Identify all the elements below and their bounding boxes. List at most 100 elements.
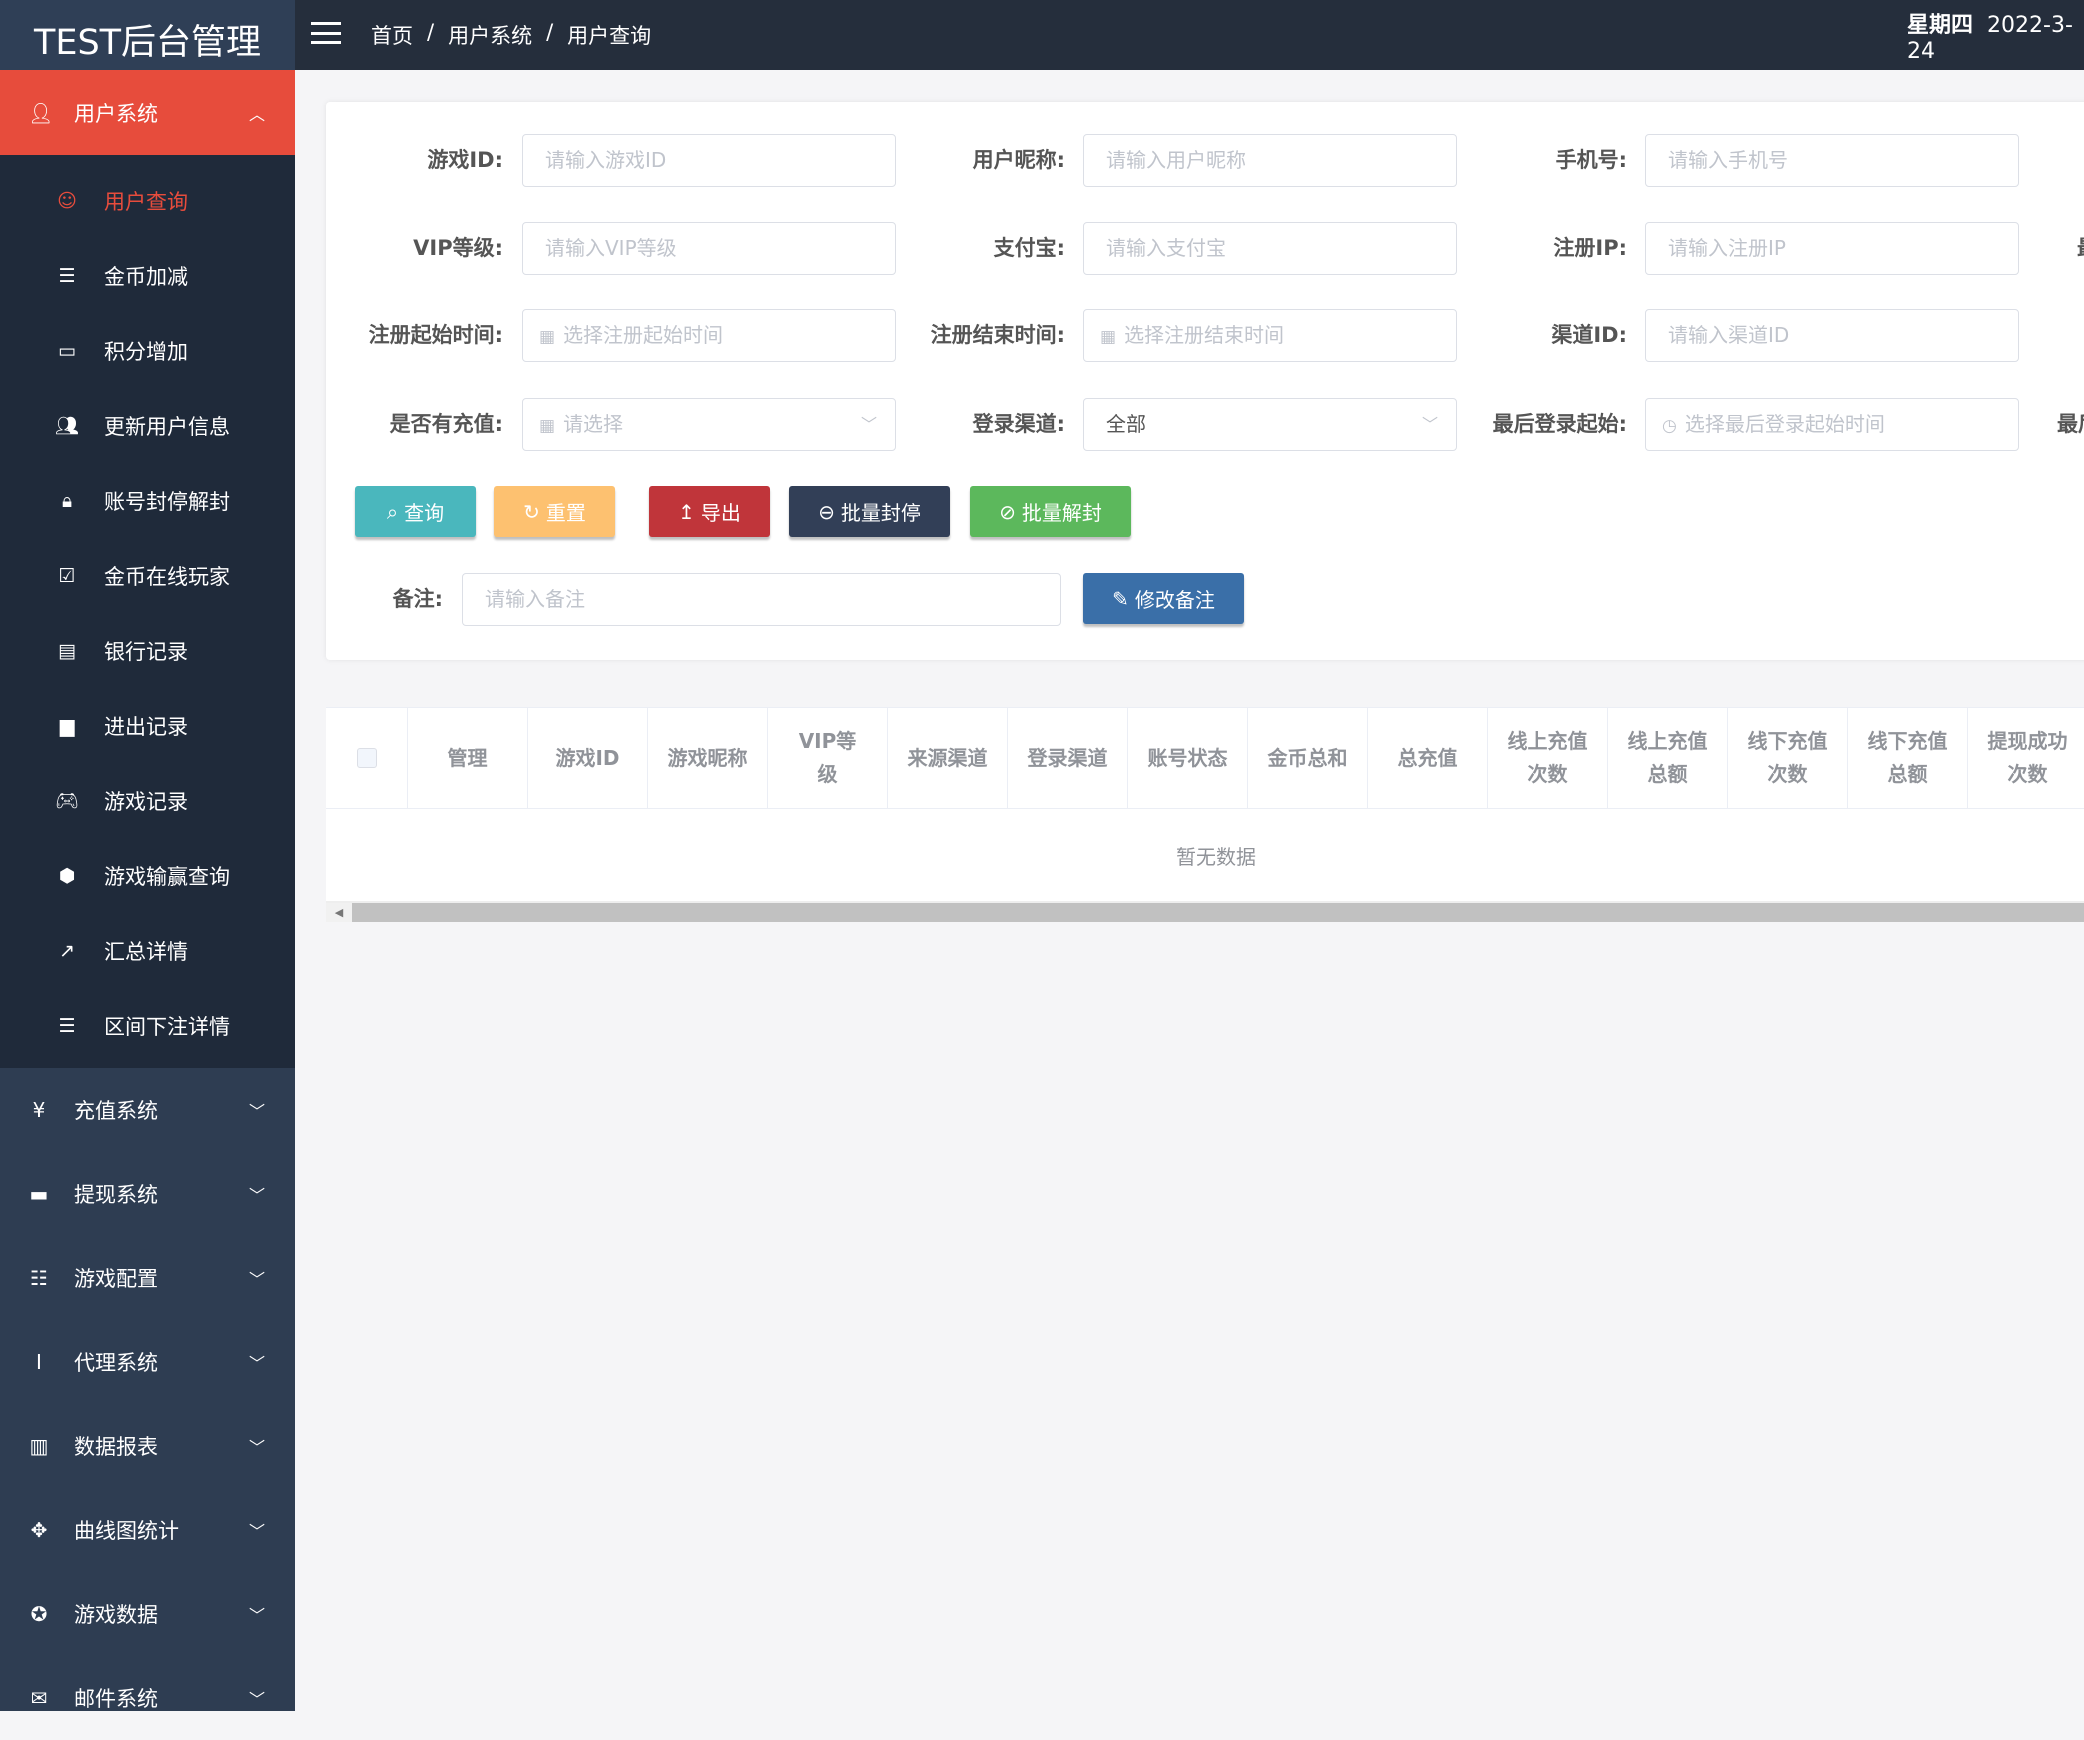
sidebar-item-8[interactable]: 🎮︎ 游戏记录 <box>0 763 295 838</box>
smiley-user-icon: ☺ <box>57 189 77 212</box>
book-icon: ▥ <box>29 1434 49 1458</box>
export-button[interactable]: ↥ 导出 <box>649 486 770 537</box>
sidebar-group-label: 数据报表 <box>74 1435 158 1459</box>
breadcrumb-home[interactable]: 首页 <box>371 24 413 48</box>
sidebar-group-label: 游戏配置 <box>74 1267 158 1291</box>
sidebar-item-label: 进出记录 <box>104 714 188 739</box>
field-input-1[interactable]: 请输入用户昵称 <box>1083 134 1457 187</box>
field-text: 请输入注册IP <box>1668 236 1786 260</box>
remark-label: 备注: <box>392 587 443 611</box>
upload-icon: ↥ <box>678 499 695 524</box>
sidebar-item-6[interactable]: ▤ 银行记录 <box>0 613 295 688</box>
horizontal-scrollbar[interactable]: ◀ <box>326 901 2084 922</box>
sidebar-group-2[interactable]: ☷ 游戏配置 ﹀ <box>0 1236 295 1320</box>
scroll-left-icon[interactable]: ◀ <box>326 903 352 922</box>
sidebar-item-label: 更新用户信息 <box>104 414 230 439</box>
field-text: 请输入用户昵称 <box>1106 148 1246 172</box>
field-text: 全部 <box>1106 412 1146 436</box>
sidebar-item-label: 游戏输赢查询 <box>104 864 230 889</box>
chevron-down-icon: ﹀ <box>248 1522 265 1541</box>
field-label: 手机号: <box>1555 148 1627 172</box>
sidebar-group-6[interactable]: ✪ 游戏数据 ﹀ <box>0 1572 295 1656</box>
sidebar-group-4[interactable]: ▥ 数据报表 ﹀ <box>0 1404 295 1488</box>
sidebar-group-5[interactable]: ✥ 曲线图统计 ﹀ <box>0 1488 295 1572</box>
sidebar-group-user-system[interactable]: 👤︎ 用户系统 ︿ <box>0 70 295 155</box>
field-input-3[interactable]: 请输入VIP等级 <box>522 222 896 275</box>
empty-text: 暂无数据 <box>1176 844 1256 869</box>
edit-remark-button[interactable]: ✎ 修改备注 <box>1083 573 1244 624</box>
sidebar-item-label: 汇总详情 <box>104 939 188 964</box>
field-label: 最后登录起始: <box>1492 412 1627 436</box>
calendar-icon: ▦ <box>539 327 556 347</box>
sidebar-item-7[interactable]: ▆ 进出记录 <box>0 688 295 763</box>
pencil-icon: ✎ <box>1112 586 1129 611</box>
app-logo: TEST后台管理 <box>0 0 295 70</box>
remark-input[interactable]: 请输入备注 <box>462 573 1061 626</box>
sidebar-item-label: 积分增加 <box>104 339 188 364</box>
sidebar-group-label: 充值系统 <box>74 1099 158 1123</box>
query-button[interactable]: ⌕ 查询 <box>355 486 476 537</box>
field-label: VIP等级: <box>413 236 503 260</box>
field-input-10[interactable]: 全部 ﹀ <box>1083 398 1457 451</box>
sidebar-group-7[interactable]: ✉ 邮件系统 ﹀ <box>0 1656 295 1740</box>
field-input-7[interactable]: ▦ 选择注册结束时间 <box>1083 309 1457 362</box>
sidebar-item-11[interactable]: ☰ 区间下注详情 <box>0 988 295 1063</box>
file-icon: ▆ <box>59 714 75 737</box>
reset-label: 重置 <box>545 501 586 525</box>
sidebar-group-0[interactable]: ¥ 充值系统 ﹀ <box>0 1068 295 1152</box>
table-header: 管理 游戏ID 游戏昵称 VIP等级来源渠道 登录渠道 账号状态 金币总和 总充值 线上充值 次数… <box>326 708 2084 809</box>
sidebar-item-1[interactable]: ☰ 金币加减 <box>0 238 295 313</box>
select-all-checkbox[interactable] <box>356 748 377 768</box>
date-display: 星期四 2022-3-24 <box>1907 7 2084 64</box>
envelope-icon: ✉ <box>30 1686 48 1710</box>
sidebar-item-2[interactable]: ▭ 积分增加 <box>0 313 295 388</box>
sidebar-item-5[interactable]: ☑ 金币在线玩家 <box>0 538 295 613</box>
field-input-0[interactable]: 请输入游戏ID <box>522 134 896 187</box>
column-header: 账号状态 <box>1128 708 1248 808</box>
breadcrumb-user-system[interactable]: 用户系统 <box>448 24 533 48</box>
column-header: VIP等级 <box>768 708 888 808</box>
field-input-4[interactable]: 请输入支付宝 <box>1083 222 1457 275</box>
field-text: 请输入手机号 <box>1668 148 1788 172</box>
field-label: 登录渠道: <box>972 412 1065 436</box>
sidebar-group-1[interactable]: ▬ 提现系统 ﹀ <box>0 1152 295 1236</box>
batch-ban-button[interactable]: ⊖ 批量封停 <box>789 486 950 537</box>
external-link-icon: ↗ <box>59 939 75 962</box>
field-input-6[interactable]: ▦ 选择注册起始时间 <box>522 309 896 362</box>
batch-unban-button[interactable]: ⊘ 批量解封 <box>970 486 1131 537</box>
breadcrumb-separator: / <box>546 20 554 44</box>
edit-remark-label: 修改备注 <box>1134 588 1215 612</box>
column-header: 线下充值 次数 <box>1728 708 1848 808</box>
field-input-9[interactable]: ▦ 请选择 ﹀ <box>522 398 896 451</box>
field-label: 注册结束时间: <box>930 323 1065 347</box>
sidebar-group-label: 游戏数据 <box>74 1603 158 1627</box>
search-form-card: ⌕ 查询 ↻ 重置 ↥ 导出 ⊖ 批量封停 ⊘ 批量解封 备注: 请输入备注 ✎ 修改备注 … <box>326 102 2084 660</box>
info-box-icon: Ⅰ <box>36 1350 42 1374</box>
check-square-icon: ☑ <box>58 564 76 587</box>
column-header: 游戏昵称 <box>648 708 768 808</box>
search-icon: ⌕ <box>386 499 399 524</box>
sidebar-item-3[interactable]: 👥︎ 更新用户信息 <box>0 388 295 463</box>
field-input-2[interactable]: 请输入手机号 <box>1645 134 2019 187</box>
field-input-8[interactable]: 请输入渠道ID <box>1645 309 2019 362</box>
field-text: 请输入游戏ID <box>545 148 667 172</box>
top-bar: 首页 / 用户系统 / 用户查询 星期四 2022-3-24 <box>295 0 2084 70</box>
column-header: 登录渠道 <box>1008 708 1128 808</box>
hamburger-menu-icon[interactable] <box>311 22 341 44</box>
chevron-down-icon: ﹀ <box>248 1270 265 1289</box>
sidebar-item-10[interactable]: ↗ 汇总详情 <box>0 913 295 988</box>
sidebar-group-3[interactable]: Ⅰ 代理系统 ﹀ <box>0 1320 295 1404</box>
cube-icon: ⬢ <box>58 864 76 887</box>
field-input-11[interactable]: ◷ 选择最后登录起始时间 <box>1645 398 2019 451</box>
breadcrumb: 首页 / 用户系统 / 用户查询 <box>371 20 651 50</box>
chevron-down-icon: ﹀ <box>1421 415 1438 434</box>
field-input-5[interactable]: 请输入注册IP <box>1645 222 2019 275</box>
sidebar-group-label: 用户系统 <box>74 101 158 126</box>
lifebuoy-icon: ✪ <box>30 1602 48 1626</box>
sidebar-item-0[interactable]: ☺ 用户查询 <box>0 163 295 238</box>
sidebar-item-9[interactable]: ⬢ 游戏输赢查询 <box>0 838 295 913</box>
chevron-down-icon: ﹀ <box>248 1354 265 1373</box>
reset-button[interactable]: ↻ 重置 <box>494 486 615 537</box>
sidebar-item-4[interactable]: 🔒︎ 账号封停解封 <box>0 463 295 538</box>
field-text: 请输入支付宝 <box>1106 236 1226 260</box>
